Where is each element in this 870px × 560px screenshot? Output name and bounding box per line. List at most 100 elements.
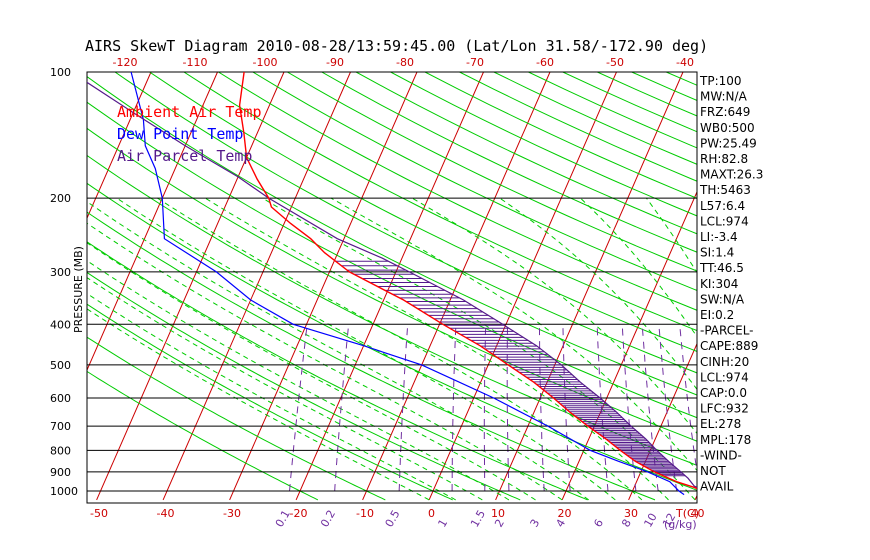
mixing-ratio-label: 1 [435, 517, 450, 530]
axis-ticks: 0.1 0.2 0.5 1 1.5 2 3 4 6 8 10 12100200300400500600… [50, 56, 705, 531]
top-temp-tick: -100 [253, 56, 278, 69]
moist-adiabat-line [87, 201, 589, 501]
index-value: -WIND- [700, 448, 742, 462]
pressure-tick-label: 900 [50, 466, 71, 479]
profile-lines [87, 72, 697, 496]
index-value: TT:46.5 [699, 261, 744, 275]
moist-adiabat-line [87, 292, 456, 501]
temp-unit-label: T(C) [675, 507, 699, 520]
top-temp-tick: -60 [536, 56, 554, 69]
pressure-tick-label: 300 [50, 266, 71, 279]
dry-adiabat-line [87, 127, 697, 442]
dry-adiabat-line [87, 370, 319, 501]
index-value: CINH:20 [700, 355, 749, 369]
dry-adiabat-line [87, 271, 521, 501]
top-temp-tick: -40 [676, 56, 694, 69]
moist-adiabat-line [204, 197, 669, 501]
isotherm-line [428, 72, 617, 501]
top-temp-tick: -90 [326, 56, 344, 69]
index-value: MAXT:26.3 [700, 168, 763, 182]
moist-adiabat-line [87, 260, 510, 501]
moist-adiabat-line [330, 197, 697, 472]
bottom-temp-tick: 40 [691, 507, 705, 520]
index-value: LCL:974 [700, 370, 749, 384]
dry-adiabat-line [838, 72, 870, 500]
cape-hatch [335, 260, 686, 477]
moist-adiabat-line [87, 222, 563, 501]
index-value: MPL:178 [700, 433, 751, 447]
bottom-temp-tick: 0 [428, 507, 435, 520]
index-value: CAP:0.0 [700, 386, 747, 400]
isotherm-line [87, 72, 152, 220]
index-value: RH:82.8 [700, 152, 748, 166]
moist-adiabat-line [87, 277, 483, 501]
moist-adiabat-line [411, 197, 697, 435]
bottom-temp-tick: 20 [558, 507, 572, 520]
dry-adiabat-line [87, 154, 697, 466]
dry-adiabat-line [321, 72, 697, 253]
pressure-tick-label: 700 [50, 420, 71, 433]
top-temp-tick: -110 [183, 56, 208, 69]
bottom-temp-tick: -20 [290, 507, 308, 520]
mixing-ratio-line [289, 324, 308, 492]
ambient-line [238, 72, 697, 490]
moist-adiabat-line [580, 197, 697, 338]
index-value: LFC:932 [700, 402, 749, 416]
isotherm-line [87, 72, 218, 372]
moist-adiabat-line [87, 308, 430, 501]
index-value: EL:278 [700, 417, 741, 431]
plot-frame [86, 71, 698, 504]
pressure-tick-label: 100 [50, 66, 71, 79]
index-value: L57:6.4 [700, 199, 745, 213]
dry-adiabat-line [87, 303, 453, 501]
legend: Ambient Air Temp Dew Point Temp Air Parcel… [117, 103, 262, 165]
dry-adiabat-line [424, 72, 697, 199]
index-value: AVAIL [700, 480, 734, 494]
mixing-ratio-label: 6 [591, 517, 606, 530]
dry-adiabat-line [183, 72, 697, 332]
dry-adiabat-line [218, 72, 697, 311]
bottom-temp-tick: -30 [223, 507, 241, 520]
dry-adiabat-line [770, 72, 870, 500]
index-value: CAPE:889 [700, 339, 758, 353]
top-temp-tick: -120 [113, 56, 138, 69]
pressure-tick-label: 200 [50, 192, 71, 205]
isotherm-line [295, 72, 484, 501]
chart-title: AIRS SkewT Diagram 2010-08-28/13:59:45.0… [85, 37, 708, 55]
dry-adiabat-line [252, 72, 697, 291]
index-value: SW:N/A [700, 292, 745, 306]
mixing-ratio-line [776, 324, 808, 491]
dry-adiabat-line [804, 72, 870, 500]
pressure-tick-label: 1000 [50, 485, 78, 498]
index-value: MW:N/A [700, 90, 748, 104]
dry-adiabat-line [149, 72, 697, 352]
isotherm-line [828, 72, 870, 500]
dry-adiabat-line [87, 75, 697, 396]
dry-adiabat-line [459, 72, 697, 182]
index-value: WB0:500 [700, 121, 755, 135]
mixing-unit-label: (g/kg) [664, 518, 697, 531]
moist-adiabat-line [116, 197, 616, 501]
dry-adiabat-line [87, 182, 697, 491]
top-temp-tick: -80 [396, 56, 414, 69]
index-value: NOT [700, 464, 726, 478]
mixing-ratio-label: 1.5 [468, 508, 488, 530]
isotherm-line [162, 72, 351, 501]
mixing-ratio-label: 10 [641, 511, 659, 530]
index-value: KI:304 [700, 277, 738, 291]
top-temp-tick: -70 [466, 56, 484, 69]
mixing-ratio-label: 12 [660, 511, 678, 530]
pressure-tick-label: 400 [50, 318, 71, 331]
bottom-temp-tick: -50 [90, 507, 108, 520]
bottom-temp-tick: -10 [356, 507, 374, 520]
index-value: TH:5463 [699, 183, 751, 197]
index-value: LI:-3.4 [700, 230, 738, 244]
y-axis-label: PRESSURE (MB) [72, 246, 85, 333]
dry-adiabat-line [87, 336, 386, 501]
dry-adiabat-line [87, 211, 656, 501]
mixing-ratio-label: 0.5 [383, 508, 403, 530]
isotherm-line [362, 72, 551, 501]
bottom-temp-tick: -40 [157, 507, 175, 520]
